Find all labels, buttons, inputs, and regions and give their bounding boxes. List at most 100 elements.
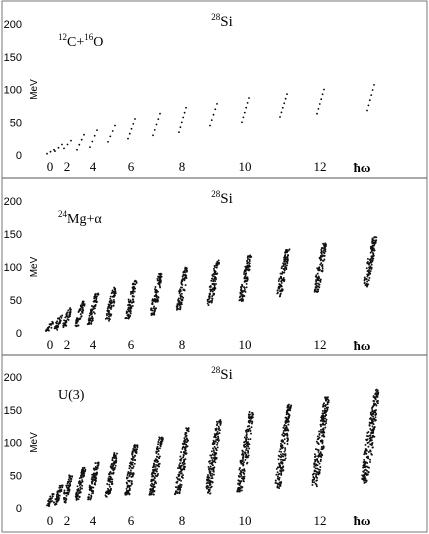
data-point [248, 443, 251, 446]
data-point [180, 479, 183, 482]
data-point [248, 258, 251, 261]
data-point [183, 462, 186, 465]
data-point [212, 267, 215, 270]
data-point [115, 457, 118, 460]
data-point [93, 300, 95, 303]
data-point [242, 298, 244, 301]
data-point [90, 494, 93, 497]
data-point [245, 276, 248, 279]
data-point [236, 490, 239, 493]
data-point [275, 482, 278, 485]
y-tick-label: 0 [16, 150, 22, 162]
data-point [184, 271, 186, 274]
data-point [113, 451, 116, 454]
data-point [366, 270, 369, 272]
data-point [206, 476, 209, 479]
data-point [152, 307, 155, 310]
data-point [215, 433, 218, 436]
data-point [88, 314, 91, 317]
data-point [128, 132, 131, 135]
data-point [286, 254, 289, 257]
data-point [91, 317, 94, 320]
data-point [320, 425, 322, 428]
data-point [364, 443, 367, 446]
data-point [67, 491, 70, 494]
data-point [279, 484, 282, 487]
data-point [56, 326, 59, 329]
data-point [133, 449, 136, 452]
data-point [286, 258, 289, 261]
data-point [49, 495, 52, 498]
data-point [75, 318, 78, 321]
data-point [208, 488, 210, 491]
data-point [110, 302, 112, 305]
data-point [107, 473, 110, 476]
data-point [319, 423, 322, 426]
data-point [184, 433, 187, 436]
data-point [185, 441, 188, 444]
data-point [108, 483, 111, 486]
data-point [367, 441, 370, 444]
data-point [317, 455, 320, 458]
band-n10 [238, 254, 253, 303]
data-point [213, 289, 216, 291]
data-point [211, 462, 214, 465]
data-point [282, 466, 284, 469]
data-point [278, 283, 281, 286]
data-point [114, 292, 117, 294]
data-point [284, 453, 287, 456]
data-point [111, 456, 114, 459]
data-point [61, 143, 63, 146]
data-point [245, 434, 248, 437]
panel-title: 28Si [211, 365, 233, 383]
data-point [322, 242, 325, 245]
data-point [215, 457, 218, 460]
data-point [62, 324, 65, 327]
data-point [104, 317, 107, 320]
data-point [55, 321, 58, 324]
data-point [91, 476, 94, 479]
data-point [241, 121, 243, 124]
data-point [367, 455, 369, 458]
data-point [324, 407, 326, 410]
data-point [245, 430, 248, 432]
data-point [51, 321, 54, 324]
data-point [185, 434, 188, 437]
data-point [94, 462, 97, 465]
data-point [372, 239, 375, 242]
data-point [362, 466, 365, 469]
x-tick-label: 12 [314, 159, 327, 174]
data-point [246, 102, 249, 104]
data-point [69, 308, 72, 311]
data-point [369, 270, 372, 273]
data-point [242, 455, 245, 458]
data-point [213, 269, 216, 272]
data-point [313, 477, 316, 480]
data-point [374, 403, 377, 406]
data-point [91, 490, 94, 493]
data-point [94, 300, 97, 303]
data-point [249, 254, 252, 257]
data-point [180, 472, 182, 475]
data-point [91, 480, 94, 483]
data-point [183, 111, 186, 114]
band-n4 [86, 292, 100, 326]
data-point [286, 262, 289, 265]
y-tick-label: 200 [4, 196, 22, 208]
data-point [185, 445, 187, 448]
data-point [178, 471, 181, 474]
x-tick-label: 2 [64, 513, 71, 528]
data-point [92, 474, 95, 477]
data-point [51, 492, 54, 495]
data-point [243, 451, 246, 454]
data-point [370, 246, 373, 249]
data-point [207, 490, 210, 493]
data-point [207, 478, 210, 481]
data-point [243, 111, 246, 114]
data-point [156, 468, 159, 470]
data-point [214, 266, 216, 269]
data-point [110, 304, 113, 307]
data-point [317, 268, 320, 271]
data-point [323, 254, 326, 257]
data-point [370, 263, 373, 266]
